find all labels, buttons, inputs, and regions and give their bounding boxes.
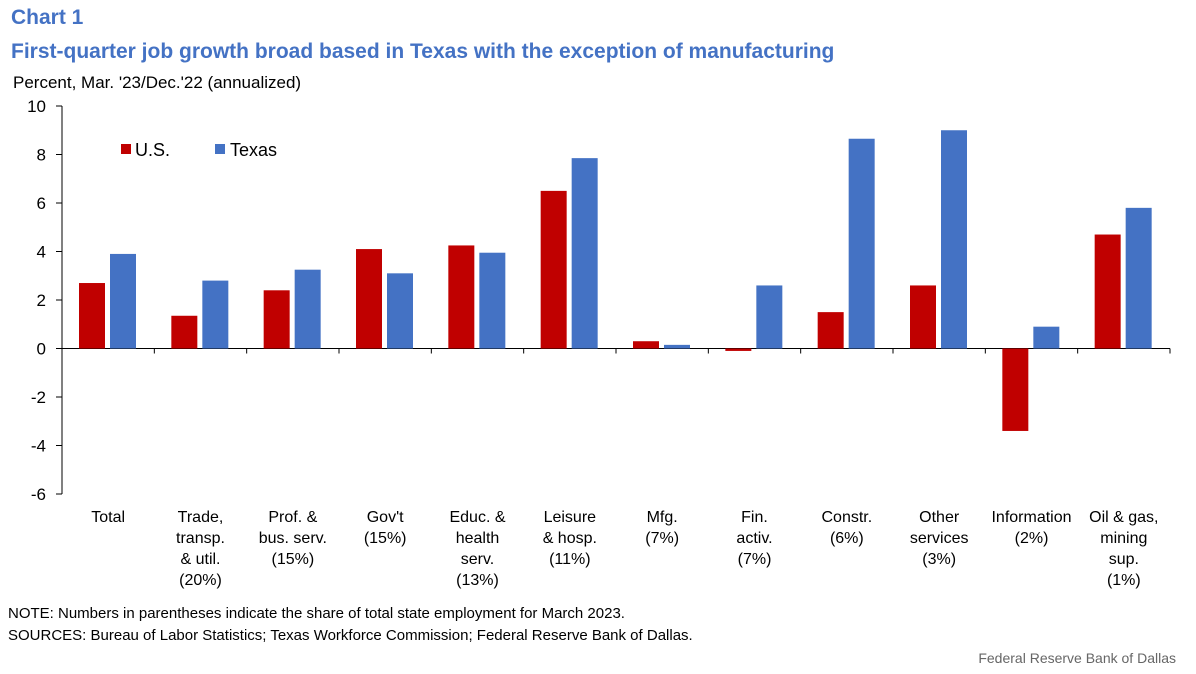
us-bar [356, 249, 382, 349]
category-label: Leisure & hosp. (11%) [543, 509, 597, 568]
chart-label: Chart 1 [11, 6, 84, 29]
texas-bar [294, 269, 321, 349]
y-tick-label: -6 [31, 485, 46, 504]
category-label: Oil & gas, mining sup. (1%) [1089, 509, 1158, 589]
y-axis-units: Percent, Mar. '23/Dec.'22 (annualized) [13, 73, 302, 92]
us-bar [910, 285, 936, 349]
chart-title: First-quarter job growth broad based in … [11, 40, 835, 63]
source-credit: Federal Reserve Bank of Dallas [978, 650, 1176, 666]
texas-bar [479, 252, 506, 349]
footnotes: NOTE: Numbers in parentheses indicate th… [8, 603, 693, 647]
y-tick-label: -2 [31, 388, 46, 407]
legend-swatch [215, 144, 225, 154]
us-bar [1094, 234, 1121, 349]
category-label: Fin. activ. (7%) [736, 509, 772, 568]
us-bar [817, 312, 844, 349]
y-tick-label: 4 [37, 243, 46, 262]
texas-bar [941, 130, 967, 349]
sources-text: SOURCES: Bureau of Labor Statistics; Tex… [8, 627, 693, 644]
y-tick-label: 8 [37, 146, 46, 165]
category-label: Gov't (15%) [364, 509, 407, 547]
category-label: Educ. & health serv. (13%) [449, 509, 505, 589]
us-bar [725, 348, 752, 351]
category-label: Mfg. (7%) [645, 509, 679, 547]
texas-bar [1033, 326, 1060, 349]
us-bar [448, 245, 475, 349]
texas-bar [1125, 207, 1152, 349]
us-bar [633, 341, 659, 349]
texas-bar [848, 138, 875, 349]
y-tick-label: 0 [37, 340, 46, 359]
category-label: Other services (3%) [910, 509, 969, 568]
texas-bar [571, 158, 598, 349]
legend-label: U.S. [135, 140, 170, 160]
note-text: NOTE: Numbers in parentheses indicate th… [8, 605, 625, 622]
us-bar [1002, 348, 1029, 431]
category-label: Information (2%) [991, 509, 1071, 547]
y-tick-label: 6 [37, 194, 46, 213]
y-tick-label: 10 [27, 97, 46, 116]
texas-bar [202, 280, 229, 349]
legend-label: Texas [230, 140, 277, 160]
category-label: Total [91, 509, 125, 526]
us-bar [79, 283, 105, 349]
us-bar [171, 315, 198, 349]
texas-bar [110, 253, 136, 349]
texas-bar [387, 273, 413, 349]
category-label: Prof. & bus. serv. (15%) [259, 509, 327, 568]
category-label: Trade, transp. & util. (20%) [176, 509, 225, 589]
texas-bar [756, 285, 783, 349]
category-label: Constr. (6%) [821, 509, 872, 547]
y-tick-label: 2 [37, 291, 46, 310]
us-bar [540, 190, 567, 349]
texas-bar [664, 344, 690, 349]
y-tick-label: -4 [31, 437, 46, 456]
us-bar [263, 290, 290, 349]
legend-swatch [121, 144, 131, 154]
